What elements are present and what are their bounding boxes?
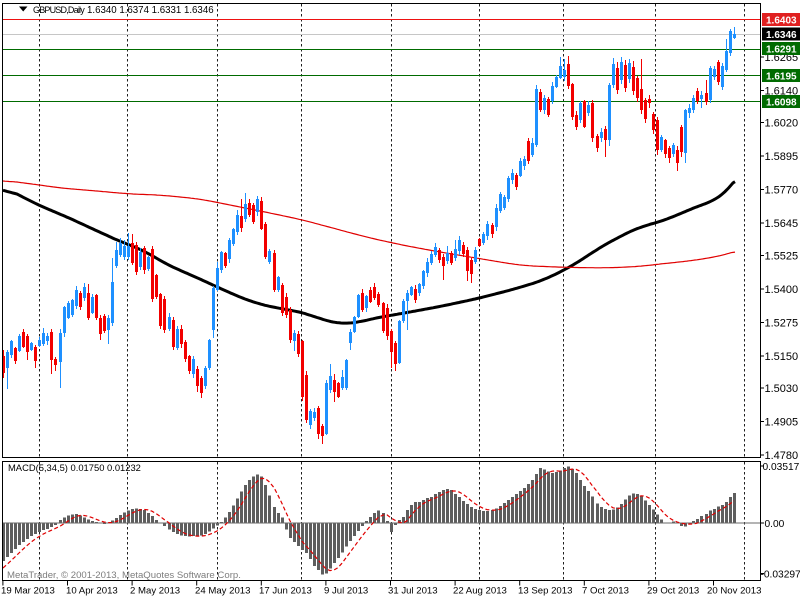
svg-text:-0.03297: -0.03297 (761, 570, 800, 581)
svg-text:1.4905: 1.4905 (765, 417, 799, 429)
svg-text:7 Oct 2013: 7 Oct 2013 (582, 586, 629, 597)
svg-text:MACD(5,34,5) 0.01750 0.01232: MACD(5,34,5) 0.01750 0.01232 (8, 462, 141, 473)
svg-text:MetaTrader, © 2001-2013, MetaQ: MetaTrader, © 2001-2013, MetaQuotes Soft… (7, 570, 241, 581)
svg-text:1.5525: 1.5525 (765, 251, 799, 263)
svg-text:2 May 2013: 2 May 2013 (130, 586, 180, 597)
svg-text:29 Oct 2013: 29 Oct 2013 (647, 586, 699, 597)
svg-text:1.6195: 1.6195 (766, 72, 797, 83)
svg-text:1.5150: 1.5150 (765, 351, 799, 363)
svg-text:1.5030: 1.5030 (765, 383, 799, 395)
svg-text:0.03517: 0.03517 (763, 462, 800, 473)
svg-text:GBPUSD,Daily: GBPUSD,Daily (33, 5, 85, 15)
svg-text:1.5400: 1.5400 (765, 284, 799, 296)
svg-text:1.6403: 1.6403 (766, 16, 797, 27)
svg-text:13 Sep 2013: 13 Sep 2013 (518, 586, 572, 597)
svg-text:1.6098: 1.6098 (766, 98, 797, 109)
svg-text:9 Jul 2013: 9 Jul 2013 (324, 586, 368, 597)
svg-text:24 May 2013: 24 May 2013 (195, 586, 250, 597)
svg-text:10 Apr 2013: 10 Apr 2013 (66, 586, 118, 597)
svg-text:1.6020: 1.6020 (765, 118, 799, 130)
svg-text:20 Nov 2013: 20 Nov 2013 (707, 586, 761, 597)
svg-text:1.6291: 1.6291 (766, 45, 797, 56)
svg-text:1.4780: 1.4780 (765, 450, 799, 462)
svg-text:17 Jun 2013: 17 Jun 2013 (259, 586, 312, 597)
svg-text:1.6340 1.6374 1.6331 1.6346: 1.6340 1.6374 1.6331 1.6346 (87, 5, 214, 16)
svg-text:1.5895: 1.5895 (765, 151, 799, 163)
svg-text:1.6346: 1.6346 (766, 30, 797, 41)
svg-text:0.00: 0.00 (765, 519, 785, 530)
svg-text:1.5645: 1.5645 (765, 218, 799, 230)
svg-text:1.5275: 1.5275 (765, 318, 799, 330)
svg-text:31 Jul 2013: 31 Jul 2013 (388, 586, 438, 597)
svg-text:22 Aug 2013: 22 Aug 2013 (453, 586, 507, 597)
svg-text:19 Mar 2013: 19 Mar 2013 (1, 586, 55, 597)
svg-text:1.5770: 1.5770 (765, 185, 799, 197)
